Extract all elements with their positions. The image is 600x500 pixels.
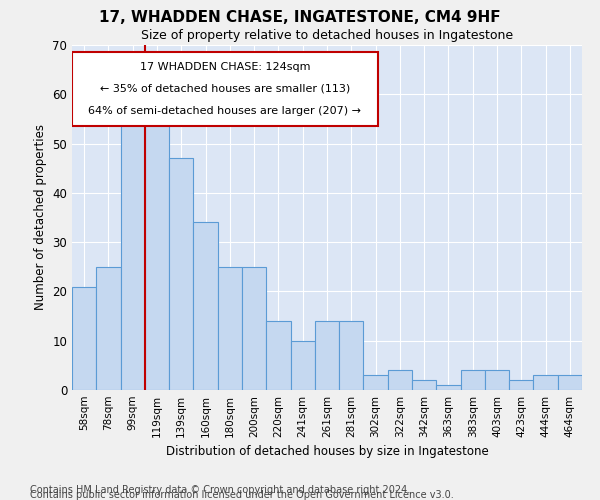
Title: Size of property relative to detached houses in Ingatestone: Size of property relative to detached ho…: [141, 30, 513, 43]
Text: 64% of semi-detached houses are larger (207) →: 64% of semi-detached houses are larger (…: [89, 106, 361, 116]
Bar: [364, 375, 388, 390]
Text: Contains public sector information licensed under the Open Government Licence v3: Contains public sector information licen…: [30, 490, 454, 500]
Bar: [169, 158, 193, 390]
Bar: [242, 267, 266, 390]
Text: 17, WHADDEN CHASE, INGATESTONE, CM4 9HF: 17, WHADDEN CHASE, INGATESTONE, CM4 9HF: [99, 10, 501, 25]
Bar: [218, 267, 242, 390]
FancyBboxPatch shape: [72, 52, 378, 126]
Bar: [96, 267, 121, 390]
Bar: [290, 340, 315, 390]
Bar: [558, 375, 582, 390]
Bar: [72, 286, 96, 390]
Bar: [461, 370, 485, 390]
Bar: [266, 321, 290, 390]
Text: 17 WHADDEN CHASE: 124sqm: 17 WHADDEN CHASE: 124sqm: [140, 62, 310, 72]
Bar: [145, 104, 169, 390]
Y-axis label: Number of detached properties: Number of detached properties: [34, 124, 47, 310]
Bar: [315, 321, 339, 390]
Bar: [412, 380, 436, 390]
X-axis label: Distribution of detached houses by size in Ingatestone: Distribution of detached houses by size …: [166, 446, 488, 458]
Bar: [509, 380, 533, 390]
Bar: [436, 385, 461, 390]
Text: ← 35% of detached houses are smaller (113): ← 35% of detached houses are smaller (11…: [100, 84, 350, 94]
Bar: [388, 370, 412, 390]
Bar: [339, 321, 364, 390]
Bar: [121, 104, 145, 390]
Bar: [193, 222, 218, 390]
Bar: [533, 375, 558, 390]
Text: Contains HM Land Registry data © Crown copyright and database right 2024.: Contains HM Land Registry data © Crown c…: [30, 485, 410, 495]
Bar: [485, 370, 509, 390]
